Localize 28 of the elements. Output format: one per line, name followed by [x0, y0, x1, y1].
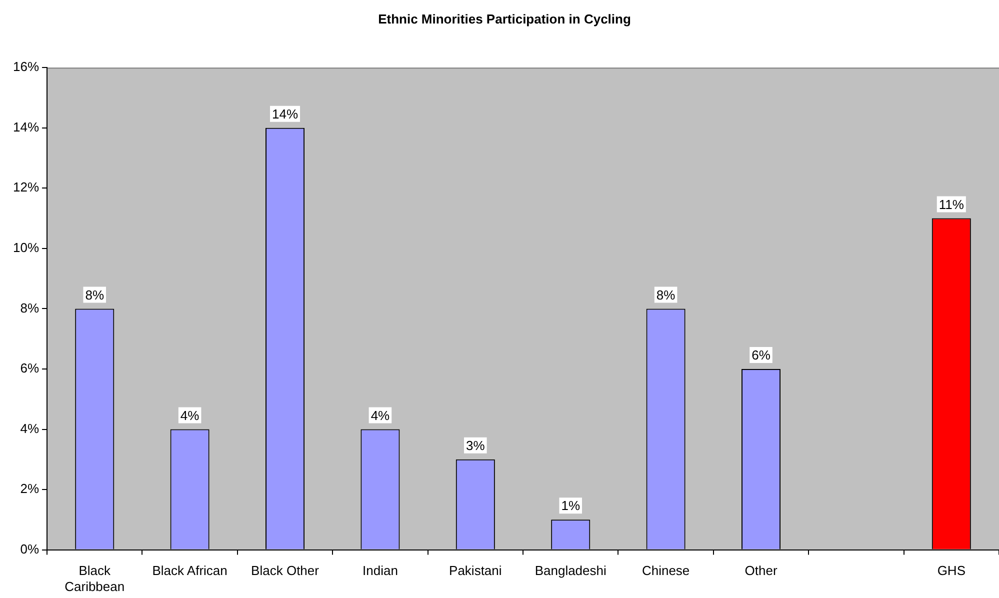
y-tick-label: 2% — [20, 481, 40, 496]
data-label: 11% — [938, 196, 964, 212]
data-label: 3% — [466, 438, 486, 453]
x-tick-label: Chinese — [642, 563, 690, 578]
data-label: 1% — [561, 498, 580, 514]
x-tick-label: Black Other — [251, 563, 320, 578]
x-tick-label: Black African — [152, 563, 228, 578]
data-label: 8% — [656, 287, 676, 302]
data-label: 8% — [85, 287, 104, 302]
data-label: 4% — [180, 408, 200, 423]
y-tick-label: 10% — [12, 240, 40, 256]
x-tick-label: Bangladeshi — [534, 563, 606, 578]
y-tick-label: 14% — [12, 119, 40, 134]
chart-title: Ethnic Minorities Participation in Cycling — [378, 11, 631, 26]
x-tick-label: Pakistani — [449, 563, 502, 578]
x-tick-label: Indian — [362, 563, 398, 578]
y-tick-label: 8% — [20, 300, 40, 316]
data-label: 14% — [272, 106, 298, 122]
y-tick-label: 16% — [12, 59, 40, 74]
data-label: 4% — [370, 408, 390, 423]
data-label: 6% — [752, 348, 771, 363]
y-tick-label: 12% — [12, 180, 40, 195]
x-tick-label: GHS — [937, 563, 966, 578]
x-tick-label: Black Caribbean — [64, 563, 125, 594]
x-tick-label: Other — [744, 563, 778, 578]
y-tick-label: 6% — [20, 360, 40, 376]
y-tick-label: 0% — [20, 541, 40, 556]
y-tick-label: 4% — [20, 420, 40, 436]
